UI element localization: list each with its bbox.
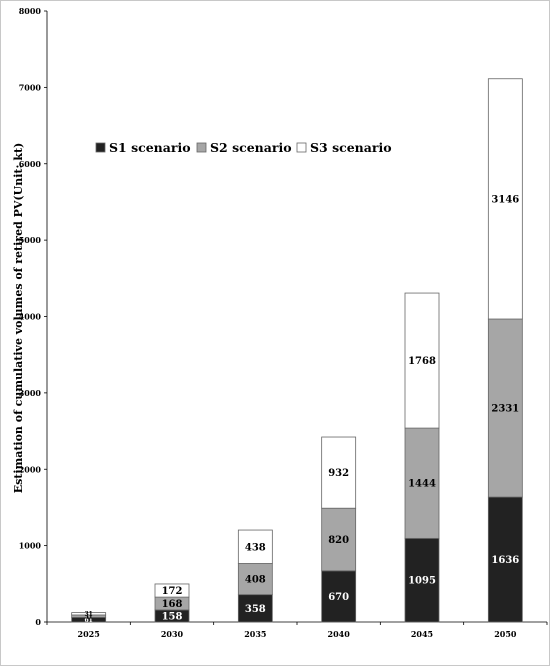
y-tick-label: 0 — [35, 617, 41, 627]
x-tick-label: 2035 — [244, 629, 266, 639]
bar-segment — [154, 583, 190, 598]
y-tick-label: 1000 — [19, 541, 42, 551]
data-label: 1095 — [408, 576, 436, 587]
legend-swatch — [296, 142, 307, 153]
x-tick-label: 2045 — [411, 629, 433, 639]
data-label: 1636 — [491, 555, 519, 566]
legend: S1 scenario S2 scenario S3 scenario — [95, 140, 392, 155]
x-tick-label: 2030 — [161, 629, 184, 639]
bar-segment — [237, 594, 273, 623]
data-label: 932 — [328, 468, 349, 479]
bar-segment — [321, 507, 357, 572]
bar-segment — [487, 318, 523, 498]
bar-segment — [237, 529, 273, 564]
bar-segment — [404, 292, 440, 429]
bar-segment — [487, 496, 523, 623]
legend-swatch — [95, 142, 106, 153]
bar-segment — [404, 427, 440, 539]
legend-label: S3 scenario — [310, 140, 392, 155]
legend-label: S1 scenario — [109, 140, 191, 155]
y-tick-label: 4000 — [19, 312, 42, 322]
bar-segment — [321, 436, 357, 509]
data-label: 670 — [328, 592, 349, 603]
x-tick-label: 2040 — [328, 629, 351, 639]
bar-segment — [71, 612, 107, 616]
data-label: 2331 — [491, 404, 519, 415]
data-label: 172 — [162, 586, 183, 597]
legend-label: S2 scenario — [210, 140, 292, 155]
bar-segment — [321, 570, 357, 623]
y-tick-label: 2000 — [19, 464, 42, 474]
data-label: 1444 — [408, 479, 436, 490]
y-tick-label: 3000 — [19, 388, 42, 398]
data-label: 31 — [84, 613, 92, 620]
y-axis-title: Estimation of cumulative volumes of reti… — [12, 143, 25, 494]
y-tick-label: 6000 — [19, 159, 42, 169]
y-tick-label: 5000 — [19, 235, 42, 245]
x-tick-label: 2025 — [78, 629, 100, 639]
bar-segment — [487, 78, 523, 320]
data-label: 168 — [162, 599, 183, 610]
axes: 0 1000 2000 3000 4000 5000 6000 7000 8000 2025 203… — [19, 6, 548, 639]
data-label: 1768 — [408, 356, 436, 367]
x-tick-label: 2050 — [494, 629, 517, 639]
bar-segment — [237, 563, 273, 596]
data-label: 158 — [162, 611, 183, 622]
data-label: 408 — [245, 575, 266, 586]
data-label: 358 — [245, 604, 266, 615]
data-label: 3146 — [491, 194, 519, 205]
legend-swatch — [196, 142, 207, 153]
data-label: 820 — [328, 535, 349, 546]
data-label: 31 — [84, 611, 92, 618]
data-label: 61 — [84, 617, 92, 624]
y-tick-label: 7000 — [19, 82, 42, 92]
data-label: 438 — [245, 542, 266, 553]
y-tick-label: 8000 — [19, 6, 42, 16]
